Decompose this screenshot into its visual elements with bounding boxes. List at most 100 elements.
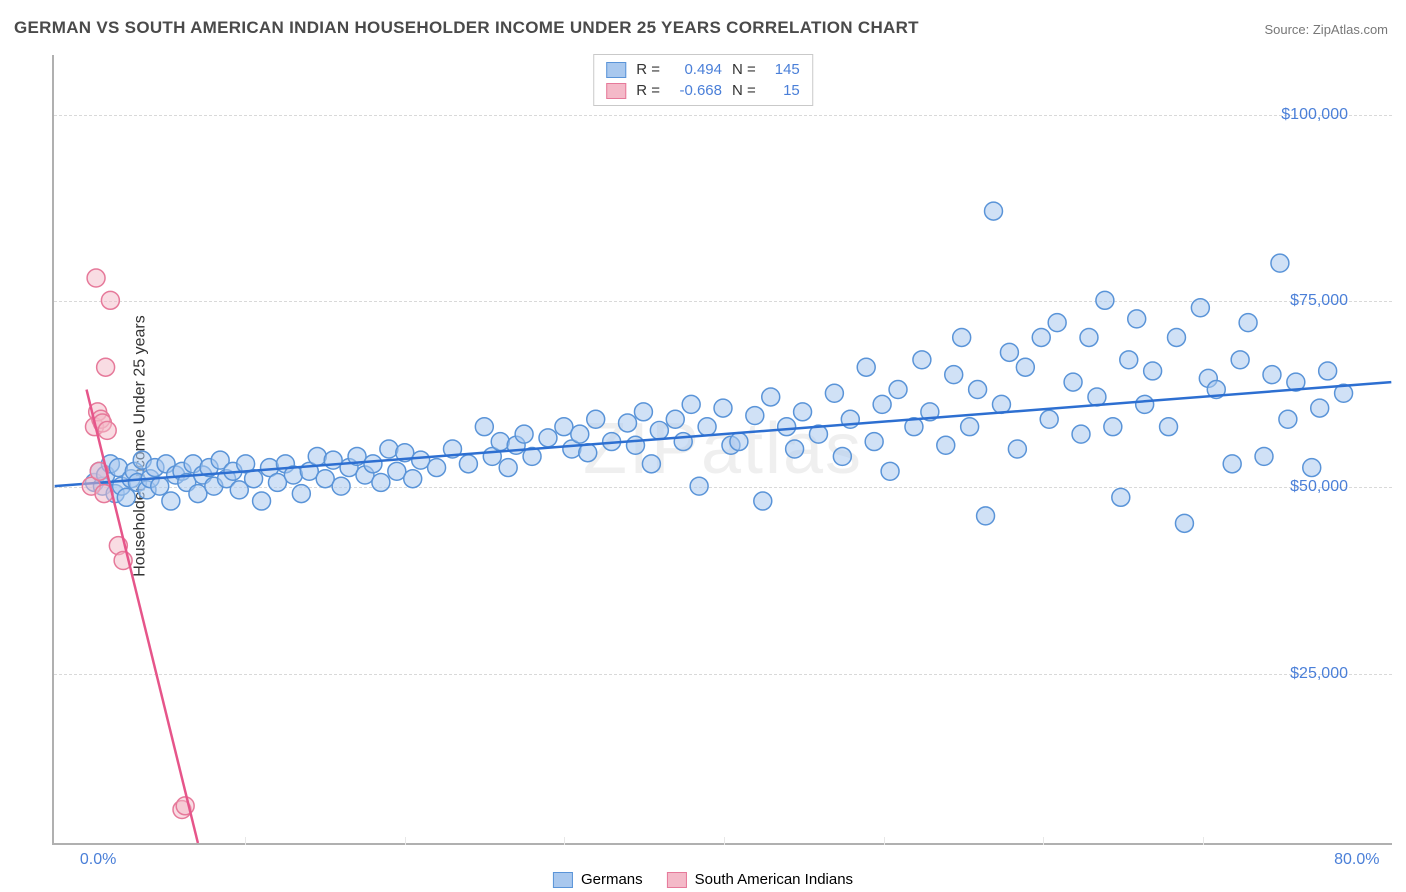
data-point <box>380 440 398 458</box>
data-point <box>1000 343 1018 361</box>
data-point <box>865 433 883 451</box>
data-point <box>778 418 796 436</box>
data-point <box>364 455 382 473</box>
data-point <box>969 381 987 399</box>
data-point <box>698 418 716 436</box>
n-value: 15 <box>766 82 800 99</box>
data-point <box>913 351 931 369</box>
data-point <box>162 492 180 510</box>
data-point <box>1319 362 1337 380</box>
data-point <box>977 507 995 525</box>
data-point <box>992 395 1010 413</box>
data-point <box>786 440 804 458</box>
legend-item-sai: South American Indians <box>667 871 853 888</box>
data-point <box>1263 366 1281 384</box>
data-point <box>332 477 350 495</box>
data-point <box>762 388 780 406</box>
trend-line <box>55 382 1392 486</box>
data-point <box>1016 358 1034 376</box>
data-point <box>1064 373 1082 391</box>
data-point <box>571 425 589 443</box>
x-tick-label: 80.0% <box>1334 851 1379 869</box>
data-point <box>666 410 684 428</box>
data-point <box>245 470 263 488</box>
data-point <box>579 444 597 462</box>
data-point <box>515 425 533 443</box>
data-point <box>746 407 764 425</box>
data-point <box>372 473 390 491</box>
data-point <box>491 433 509 451</box>
data-point <box>1175 514 1193 532</box>
data-point <box>404 470 422 488</box>
data-point <box>1239 314 1257 332</box>
legend-label: South American Indians <box>695 871 853 888</box>
data-point <box>1303 459 1321 477</box>
data-point <box>674 433 692 451</box>
data-point <box>945 366 963 384</box>
data-point <box>627 436 645 454</box>
data-point <box>117 488 135 506</box>
correlation-legend: R = 0.494 N = 145 R = -0.668 N = 15 <box>593 54 813 106</box>
data-point <box>428 459 446 477</box>
n-value: 145 <box>766 61 800 78</box>
data-point <box>1311 399 1329 417</box>
data-point <box>937 436 955 454</box>
data-point <box>292 485 310 503</box>
data-point <box>587 410 605 428</box>
data-point <box>1112 488 1130 506</box>
n-label: N = <box>732 82 756 99</box>
data-point <box>459 455 477 473</box>
data-point <box>881 462 899 480</box>
data-point <box>1144 362 1162 380</box>
data-point <box>1072 425 1090 443</box>
data-point <box>101 291 119 309</box>
data-point <box>1191 299 1209 317</box>
legend-item-germans: Germans <box>553 871 643 888</box>
data-point <box>1104 418 1122 436</box>
data-point <box>308 447 326 465</box>
data-point <box>1279 410 1297 428</box>
data-point <box>1008 440 1026 458</box>
r-value: 0.494 <box>670 61 722 78</box>
data-point <box>714 399 732 417</box>
r-label: R = <box>636 61 660 78</box>
data-point <box>857 358 875 376</box>
data-point <box>794 403 812 421</box>
data-point <box>1032 329 1050 347</box>
data-point <box>889 381 907 399</box>
data-point <box>1128 310 1146 328</box>
legend-swatch <box>553 872 573 888</box>
data-point <box>1255 447 1273 465</box>
data-point <box>1080 329 1098 347</box>
x-tick-label: 0.0% <box>80 851 116 869</box>
data-point <box>87 269 105 287</box>
data-point <box>642 455 660 473</box>
legend-swatch <box>606 62 626 78</box>
source-attribution: Source: ZipAtlas.com <box>1264 22 1388 37</box>
data-point <box>539 429 557 447</box>
data-point <box>1231 351 1249 369</box>
data-point <box>650 421 668 439</box>
data-point <box>634 403 652 421</box>
data-point <box>98 421 116 439</box>
data-point <box>1168 329 1186 347</box>
data-point <box>961 418 979 436</box>
data-point <box>499 459 517 477</box>
data-point <box>833 447 851 465</box>
data-point <box>985 202 1003 220</box>
data-point <box>953 329 971 347</box>
data-point <box>682 395 700 413</box>
data-point <box>1120 351 1138 369</box>
data-point <box>1160 418 1178 436</box>
r-label: R = <box>636 82 660 99</box>
legend-swatch <box>667 872 687 888</box>
data-point <box>1136 395 1154 413</box>
data-point <box>754 492 772 510</box>
data-point <box>619 414 637 432</box>
data-point <box>1223 455 1241 473</box>
chart-title: GERMAN VS SOUTH AMERICAN INDIAN HOUSEHOL… <box>14 18 919 38</box>
data-point <box>825 384 843 402</box>
data-point <box>873 395 891 413</box>
series-legend: Germans South American Indians <box>553 871 853 888</box>
legend-swatch <box>606 83 626 99</box>
